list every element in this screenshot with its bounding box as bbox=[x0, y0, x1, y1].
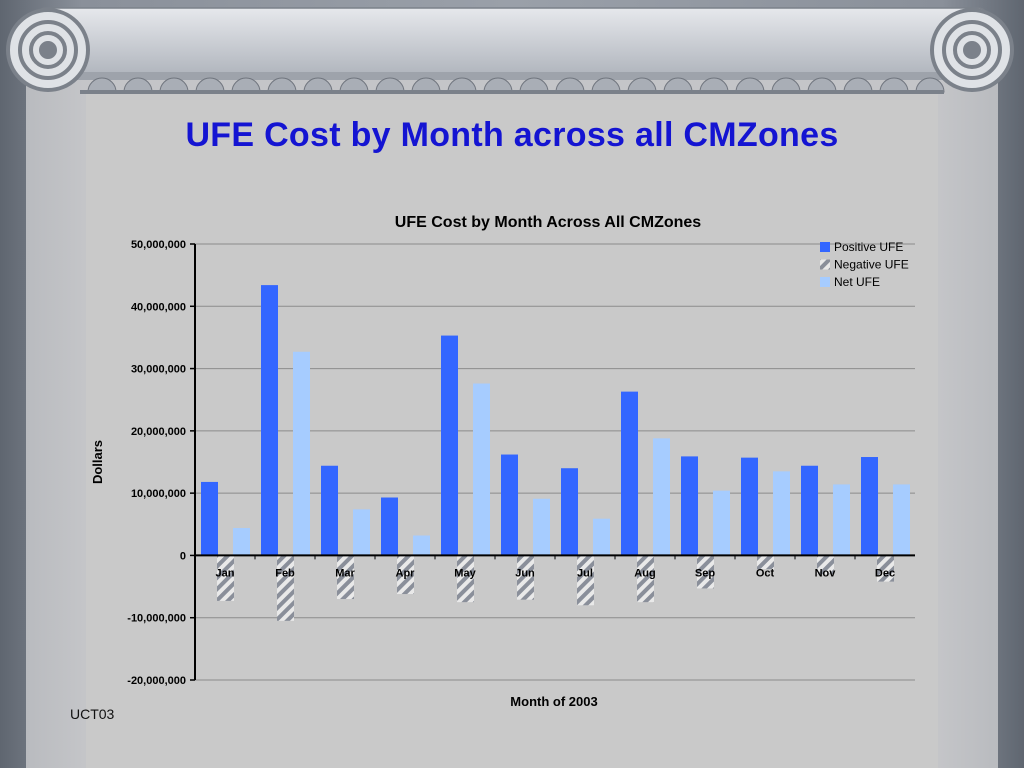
x-tick-label: Jun bbox=[515, 567, 535, 579]
legend-swatch-negative bbox=[820, 259, 830, 270]
bar-negative-sep bbox=[697, 555, 714, 589]
bar-positive-nov bbox=[801, 465, 818, 556]
y-axis: 50,000,000 40,000,000 30,000,000 20,000,000… bbox=[127, 239, 196, 687]
y-tick-label: -10,000,000 bbox=[127, 613, 186, 625]
bar-negative-jun bbox=[517, 555, 534, 600]
y-tick-label: 30,000,000 bbox=[131, 364, 186, 376]
bar-net-jul bbox=[593, 518, 610, 556]
bar-positive-jun bbox=[501, 454, 518, 556]
x-tick-label: Apr bbox=[396, 567, 416, 579]
x-tick-label: Nov bbox=[815, 567, 837, 579]
legend-swatch-net bbox=[820, 277, 830, 287]
x-tick-label: Mar bbox=[335, 567, 355, 579]
bar-positive-may bbox=[441, 335, 458, 556]
bar-net-may bbox=[473, 383, 490, 556]
bar-positive-aug bbox=[621, 391, 638, 556]
chart-bars bbox=[201, 285, 910, 621]
bar-negative-may bbox=[457, 555, 474, 603]
bar-net-feb bbox=[293, 351, 310, 556]
y-tick-label: 20,000,000 bbox=[131, 426, 186, 438]
bar-negative-jul bbox=[577, 555, 594, 606]
bar-negative-dec bbox=[877, 555, 894, 582]
footer-code: UCT03 bbox=[70, 706, 115, 722]
x-tick-label: Sep bbox=[695, 567, 715, 579]
bar-negative-feb bbox=[277, 555, 294, 621]
x-tick-label: May bbox=[454, 567, 476, 579]
bar-net-mar bbox=[353, 509, 370, 556]
x-axis-label: Month of 2003 bbox=[510, 694, 597, 709]
y-tick-label: 10,000,000 bbox=[131, 488, 186, 500]
bar-net-nov bbox=[833, 484, 850, 556]
bar-positive-dec bbox=[861, 457, 878, 556]
bar-net-aug bbox=[653, 438, 670, 556]
bar-net-dec bbox=[893, 484, 910, 556]
bar-net-oct bbox=[773, 471, 790, 556]
bar-positive-jul bbox=[561, 468, 578, 556]
legend-swatch-positive bbox=[820, 242, 830, 252]
bar-positive-apr bbox=[381, 497, 398, 556]
y-tick-label: -20,000,000 bbox=[127, 675, 186, 687]
bar-net-jun bbox=[533, 498, 550, 556]
x-tick-label: Feb bbox=[275, 567, 295, 579]
legend-label-negative: Negative UFE bbox=[834, 258, 909, 272]
bar-negative-oct bbox=[757, 555, 774, 570]
x-tick-label: Oct bbox=[756, 567, 775, 579]
y-tick-label: 50,000,000 bbox=[131, 239, 186, 251]
bar-negative-nov bbox=[817, 555, 834, 575]
x-tick-label: Jul bbox=[577, 567, 593, 579]
bar-positive-mar bbox=[321, 465, 338, 556]
bar-positive-sep bbox=[681, 456, 698, 556]
bar-positive-oct bbox=[741, 457, 758, 556]
column-capital-decoration bbox=[6, 7, 1014, 94]
y-tick-label: 40,000,000 bbox=[131, 301, 186, 313]
bar-positive-jan bbox=[201, 481, 218, 556]
y-axis-label: Dollars bbox=[90, 440, 105, 484]
y-tick-label: 0 bbox=[180, 550, 186, 562]
legend-label-net: Net UFE bbox=[834, 275, 880, 289]
x-tick-label: Dec bbox=[875, 567, 895, 579]
bar-negative-jan bbox=[217, 555, 234, 601]
bar-net-sep bbox=[713, 490, 730, 556]
x-tick-label: Jan bbox=[216, 567, 235, 579]
bar-negative-mar bbox=[337, 555, 354, 600]
slide-title: UFE Cost by Month across all CMZones bbox=[185, 116, 839, 154]
legend-label-positive: Positive UFE bbox=[834, 240, 903, 254]
x-tick-label: Aug bbox=[634, 567, 655, 579]
right-volute bbox=[930, 8, 1014, 92]
bar-negative-apr bbox=[397, 555, 414, 595]
x-axis: Jan Feb Mar Apr May Jun Jul Aug Sep Oct Nov Dec bbox=[194, 554, 915, 579]
slide-content-panel bbox=[86, 90, 938, 768]
bar-negative-aug bbox=[637, 555, 654, 603]
chart-legend: Positive UFE Negative UFE Net UFE bbox=[820, 240, 909, 289]
bar-positive-feb bbox=[261, 285, 278, 556]
bar-net-apr bbox=[413, 535, 430, 556]
chart-title: UFE Cost by Month Across All CMZones bbox=[395, 214, 701, 231]
left-volute bbox=[6, 8, 90, 92]
bar-net-jan bbox=[233, 528, 250, 556]
